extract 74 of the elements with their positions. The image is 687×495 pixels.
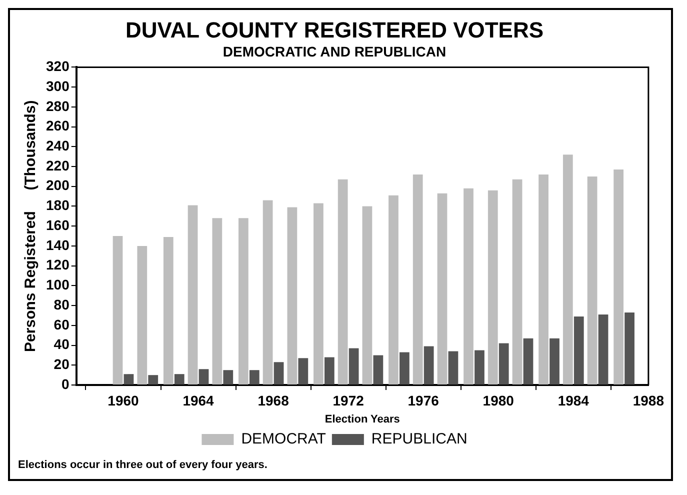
- y-tick-label: 240: [46, 138, 70, 154]
- y-tick-label: 220: [46, 157, 70, 174]
- bar: [388, 195, 398, 384]
- y-tick-label: 200: [46, 177, 70, 194]
- x-tick-label: 1968: [258, 392, 290, 408]
- y-tick-label: 320: [46, 58, 70, 74]
- y-tick-label: 120: [46, 256, 70, 273]
- y-tick-label: 40: [54, 336, 70, 352]
- bar: [587, 176, 598, 384]
- bar: [437, 193, 448, 384]
- bar: [262, 200, 273, 384]
- bar: [223, 370, 234, 384]
- bar: [298, 358, 308, 384]
- y-tick-label: 80: [54, 296, 70, 312]
- y-tick-label: 280: [46, 98, 70, 114]
- legend-label: REPUBLICAN: [371, 430, 468, 448]
- bar: [314, 203, 324, 384]
- bar: [424, 346, 434, 384]
- bar: [498, 343, 509, 384]
- x-tick-label: 1988: [632, 392, 664, 408]
- legend-label: DEMOCRAT: [241, 430, 326, 448]
- y-tick-label: 20: [54, 356, 70, 372]
- bar: [474, 350, 484, 384]
- bar: [212, 218, 222, 384]
- chart-subtitle: DEMOCRATIC AND REPUBLICAN: [222, 44, 446, 60]
- x-axis-title: Election Years: [324, 413, 400, 426]
- bar: [124, 374, 134, 384]
- bar: [287, 207, 298, 384]
- bar: [112, 236, 123, 384]
- x-tick-label: 1972: [332, 392, 364, 408]
- y-tick-label: 140: [46, 236, 70, 253]
- bar: [598, 314, 608, 384]
- bar: [523, 338, 534, 384]
- x-tick-label: 1984: [558, 392, 590, 408]
- y-tick-label: 260: [46, 118, 70, 134]
- bar: [338, 179, 348, 384]
- y-axis-title: Persons Registered (Thousands): [22, 100, 40, 352]
- bar: [163, 237, 174, 384]
- bar: [512, 179, 522, 384]
- chart-title: DUVAL COUNTY REGISTERED VOTERS: [125, 17, 544, 42]
- bar: [324, 357, 334, 384]
- bar: [464, 188, 474, 384]
- bar: [188, 205, 198, 384]
- bar: [550, 338, 560, 384]
- bar: [238, 218, 248, 384]
- bar: [362, 206, 372, 384]
- bar: [348, 348, 359, 384]
- bar: [562, 154, 573, 384]
- bar: [538, 174, 548, 384]
- bar: [448, 351, 458, 384]
- x-tick-label: 1976: [408, 392, 440, 408]
- x-tick-label: 1980: [482, 392, 514, 408]
- x-tick-label: 1960: [108, 392, 140, 408]
- bar: [249, 370, 260, 384]
- y-tick-label: 0: [62, 376, 70, 392]
- bar: [412, 174, 423, 384]
- bar: [373, 355, 384, 384]
- bar: [148, 375, 158, 384]
- y-tick-label: 60: [54, 316, 70, 332]
- bar: [614, 169, 624, 384]
- x-tick-label: 1964: [182, 392, 214, 408]
- bar: [274, 362, 284, 384]
- bar: [488, 190, 498, 384]
- bar: [137, 246, 148, 384]
- bar: [198, 369, 209, 384]
- y-tick-label: 300: [46, 78, 70, 94]
- bar: [400, 352, 410, 384]
- text: Elections occur in three out of every four years.: [17, 458, 268, 473]
- bar: [574, 316, 584, 384]
- bar: [624, 312, 634, 384]
- y-tick-label: 100: [46, 276, 70, 293]
- y-tick-label: 180: [46, 197, 70, 214]
- y-tick-label: 160: [46, 216, 70, 233]
- bar: [174, 374, 184, 384]
